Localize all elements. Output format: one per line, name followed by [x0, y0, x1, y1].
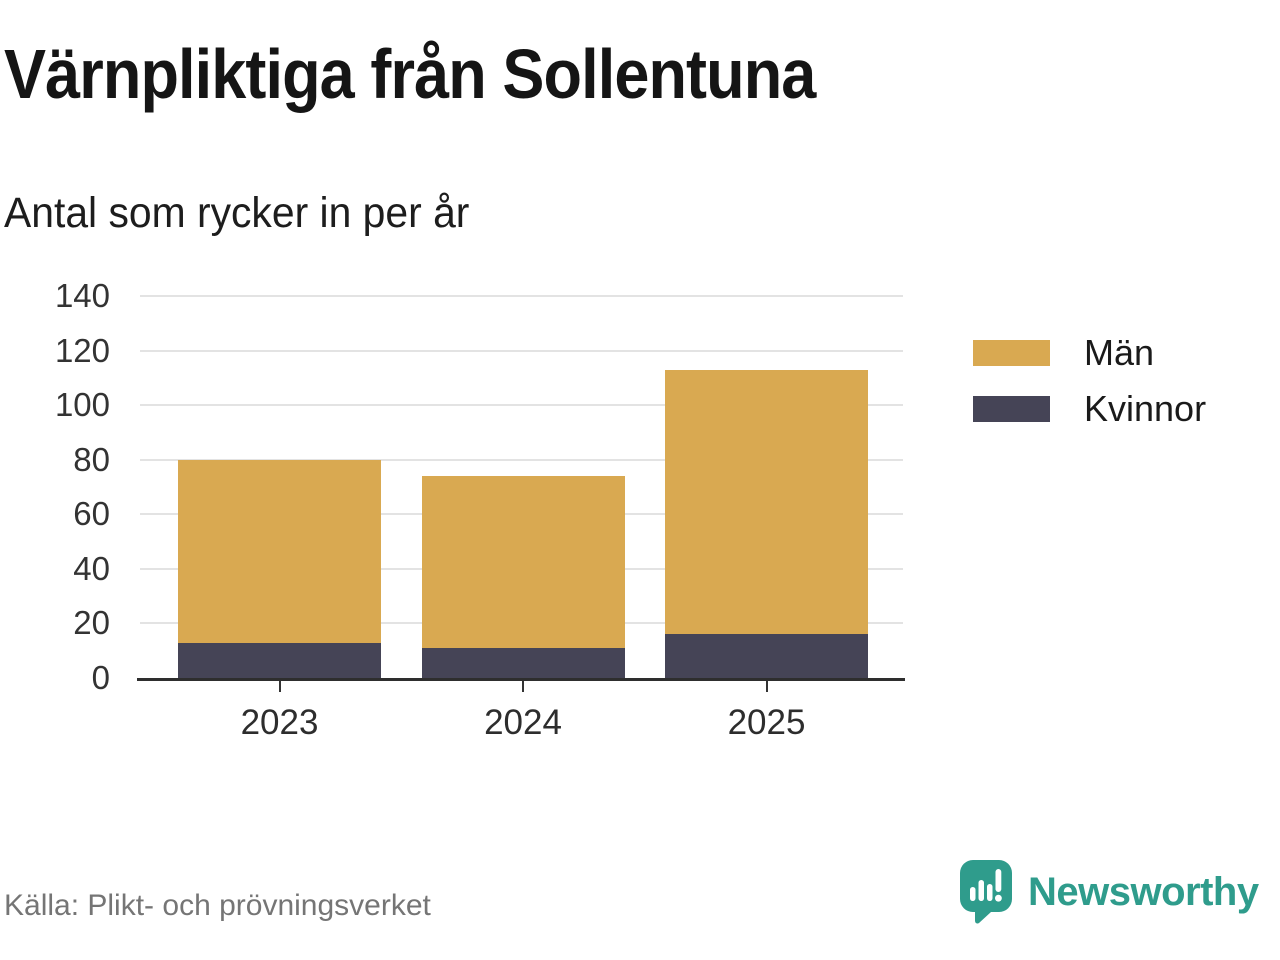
y-tick-label-80: 80 — [73, 440, 110, 478]
gridline-140 — [140, 295, 903, 297]
x-tick-label-2024: 2024 — [484, 703, 562, 742]
x-tick-2023 — [278, 681, 281, 692]
source-credit: Källa: Plikt- och prövningsverket — [4, 889, 431, 922]
brand-logo: Newsworthy — [960, 860, 1259, 924]
legend-label-man: Män — [1084, 332, 1155, 373]
chart-subtitle: Antal som rycker in per år — [4, 189, 470, 237]
chart: 0 20 40 60 80 100 120 140 2023 2024 2025 — [0, 279, 920, 756]
legend-label-kvinnor: Kvinnor — [1084, 388, 1207, 429]
plot-area — [140, 295, 903, 678]
y-tick-label-100: 100 — [54, 386, 110, 424]
bar-segment-2023-kvinnor — [178, 642, 381, 678]
legend-item-kvinnor: Kvinnor — [973, 388, 1207, 429]
x-tick-2024 — [522, 681, 524, 692]
bar-segment-2023-män — [178, 459, 381, 643]
legend-swatch-man — [973, 340, 1050, 366]
legend-swatch-kvinnor — [973, 396, 1050, 422]
y-tick-label-120: 120 — [54, 331, 110, 369]
x-axis-line — [137, 678, 905, 681]
bar-segment-2025-kvinnor — [665, 634, 868, 678]
brand-name: Newsworthy — [1028, 870, 1259, 914]
y-tick-label-0: 0 — [91, 659, 110, 696]
y-tick-label-20: 20 — [73, 604, 110, 642]
newsworthy-icon — [960, 860, 1012, 924]
gridline-80 — [140, 458, 903, 461]
bar-segment-2024-kvinnor — [421, 648, 625, 678]
legend-item-man: Män — [973, 332, 1206, 373]
x-tick-label-2023: 2023 — [240, 703, 319, 742]
bar-segment-2025-män — [665, 369, 868, 635]
y-axis-labels: 0 20 40 60 80 100 120 140 — [0, 279, 110, 695]
y-tick-label-60: 60 — [73, 495, 110, 533]
bar-segment-2024-män — [421, 476, 625, 648]
x-tick-2025 — [765, 681, 768, 692]
page-title: Värnpliktiga från Sollentuna — [4, 35, 816, 113]
bar-2024 — [421, 296, 625, 678]
x-axis: 2023 2024 2025 — [140, 681, 903, 761]
legend: Män Kvinnor — [973, 332, 1207, 429]
gridline-120 — [140, 349, 903, 352]
x-tick-label-2025: 2025 — [727, 703, 806, 742]
bar-2023 — [178, 296, 381, 678]
y-tick-label-140: 140 — [54, 277, 110, 314]
y-tick-label-40: 40 — [73, 549, 110, 587]
bar-2025 — [665, 296, 868, 678]
gridline-100 — [140, 404, 903, 407]
